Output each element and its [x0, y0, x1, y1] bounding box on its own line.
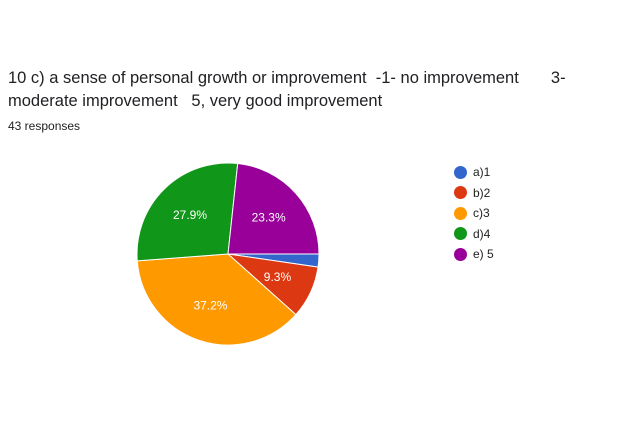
- pie-slice-4[interactable]: [136, 162, 239, 262]
- legend-item-4[interactable]: d)4: [454, 224, 494, 245]
- legend-label: c)3: [473, 206, 490, 221]
- pie-slice-3[interactable]: [136, 253, 297, 346]
- slice-label-5: 23.3%: [252, 211, 286, 225]
- slice-label-2: 9.3%: [264, 270, 292, 284]
- chart-legend: a)1 b)2 c)3 d)4 e) 5: [454, 162, 494, 265]
- legend-item-1[interactable]: a)1: [454, 162, 494, 183]
- legend-swatch: [454, 247, 467, 261]
- legend-swatch: [454, 186, 467, 200]
- legend-label: d)4: [473, 226, 491, 241]
- slice-label-3: 37.2%: [193, 299, 227, 313]
- legend-item-5[interactable]: e) 5: [454, 244, 494, 265]
- legend-label: b)2: [473, 185, 491, 200]
- legend-swatch: [454, 206, 467, 220]
- legend-swatch: [454, 227, 467, 241]
- response-count: 43 responses: [8, 119, 81, 133]
- legend-item-3[interactable]: c)3: [454, 203, 494, 224]
- pie-slice-5[interactable]: [227, 162, 320, 255]
- legend-swatch: [454, 165, 467, 179]
- legend-item-2[interactable]: b)2: [454, 183, 494, 204]
- slice-label-4: 27.9%: [173, 208, 207, 222]
- legend-label: e) 5: [473, 247, 494, 262]
- question-title: 10 c) a sense of personal growth or impr…: [8, 69, 571, 110]
- legend-label: a)1: [473, 165, 491, 180]
